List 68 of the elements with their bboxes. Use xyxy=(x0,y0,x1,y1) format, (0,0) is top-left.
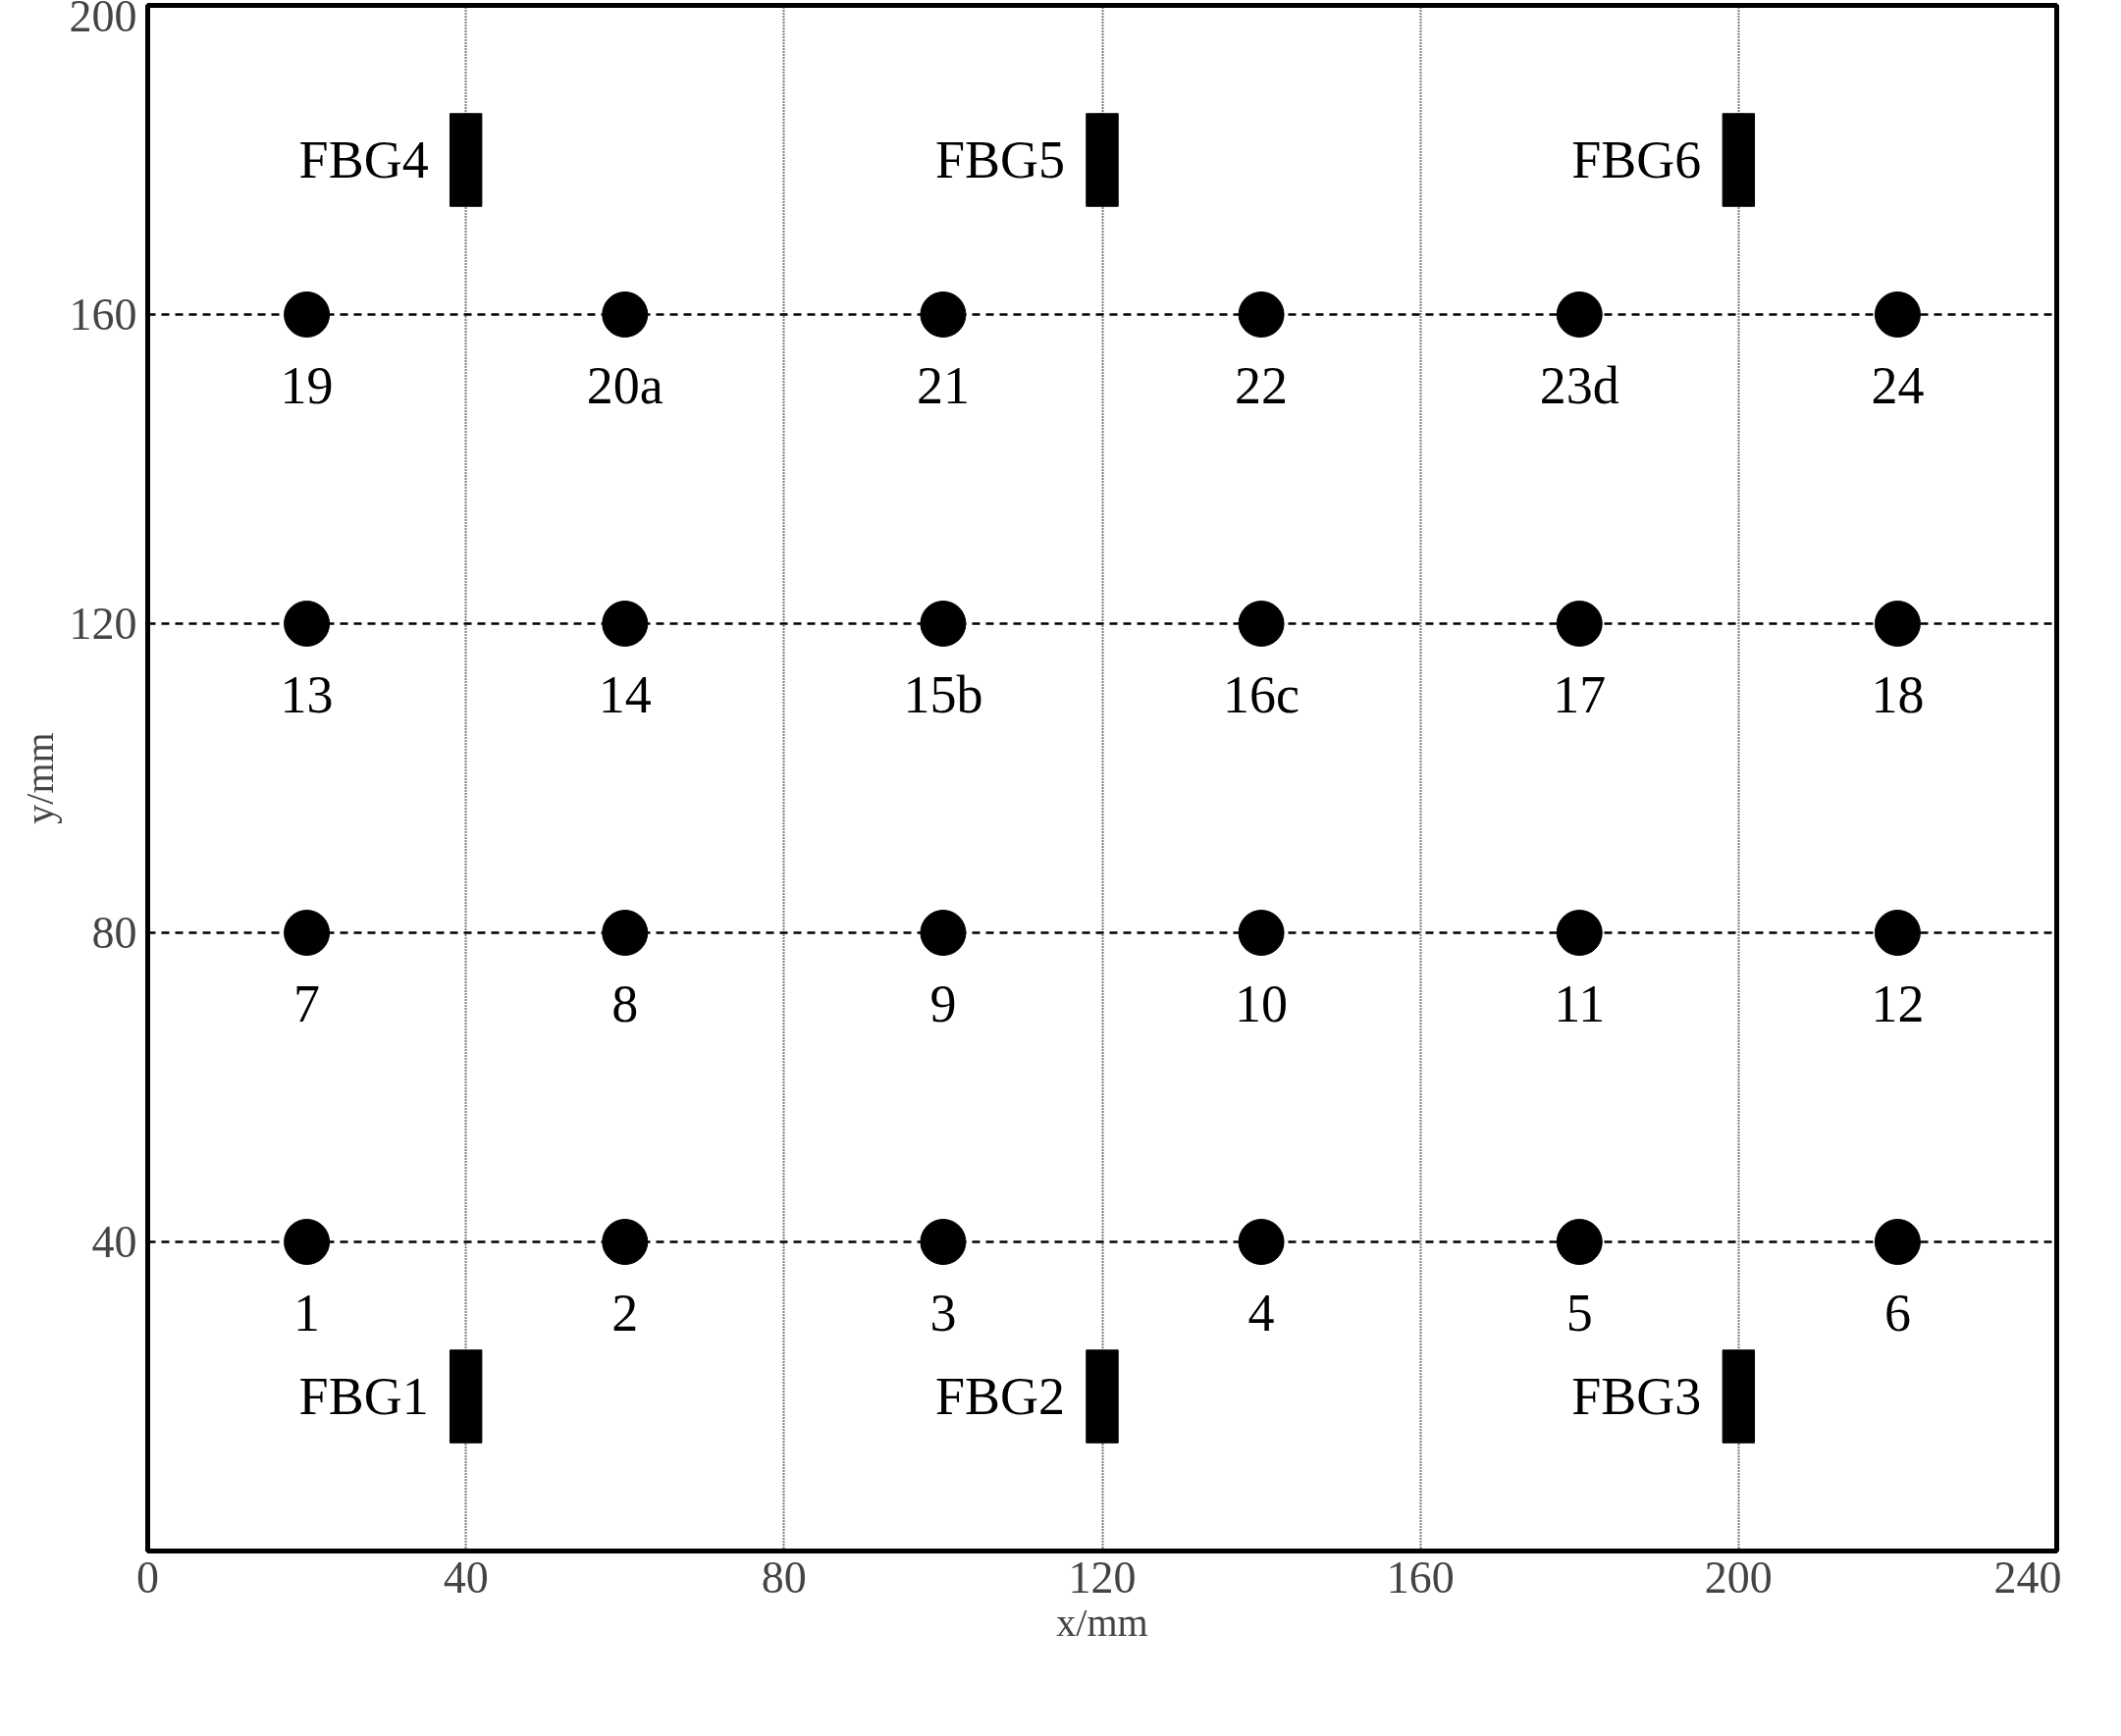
annotation: 5 xyxy=(1565,1283,1593,1342)
x-tick-label: 200 xyxy=(1704,1552,1773,1603)
point xyxy=(1556,291,1603,338)
annotation: 17 xyxy=(1553,664,1607,724)
annotation: 22 xyxy=(1235,355,1289,415)
x-tick-label: 0 xyxy=(136,1552,159,1603)
x-tick-label: 40 xyxy=(443,1552,489,1603)
x-tick-label: 80 xyxy=(761,1552,807,1603)
point xyxy=(1874,1219,1921,1265)
annotation: 7 xyxy=(293,973,321,1033)
annotation: 8 xyxy=(611,973,639,1033)
x-tick-label: 120 xyxy=(1068,1552,1137,1603)
annotation: 10 xyxy=(1235,973,1289,1033)
annotation: 21 xyxy=(916,355,970,415)
annotation: 19 xyxy=(280,355,334,415)
annotation: 4 xyxy=(1247,1283,1275,1342)
point xyxy=(284,291,331,338)
x-tick-label: 160 xyxy=(1386,1552,1455,1603)
annotation: 16c xyxy=(1223,664,1300,724)
annotation: FBG1 xyxy=(298,1367,429,1426)
point xyxy=(1238,1219,1285,1265)
point xyxy=(1238,910,1285,956)
point xyxy=(1556,601,1603,647)
point xyxy=(602,601,649,647)
point xyxy=(284,1219,331,1265)
annotation: 2 xyxy=(611,1283,639,1342)
y-axis-title: y/mm xyxy=(17,732,62,824)
point xyxy=(1874,601,1921,647)
point xyxy=(284,601,331,647)
x-axis-title: x/mm xyxy=(1056,1600,1148,1645)
point xyxy=(920,291,967,338)
point xyxy=(1556,910,1603,956)
y-tick-label: 80 xyxy=(91,908,137,958)
y-tick-label: 120 xyxy=(69,599,137,649)
point xyxy=(602,910,649,956)
annotation: 3 xyxy=(929,1283,957,1342)
annotation: 11 xyxy=(1554,973,1606,1033)
point xyxy=(1238,601,1285,647)
annotation: 23d xyxy=(1539,355,1619,415)
annotation: FBG3 xyxy=(1571,1367,1702,1426)
point xyxy=(1874,910,1921,956)
annotation: 13 xyxy=(280,664,334,724)
y-tick-label: 160 xyxy=(69,289,137,340)
annotation: 24 xyxy=(1871,355,1925,415)
x-tick-label: 240 xyxy=(1993,1552,2062,1603)
point xyxy=(284,910,331,956)
annotation: 18 xyxy=(1871,664,1925,724)
point xyxy=(1874,291,1921,338)
point xyxy=(602,291,649,338)
y-tick-label: 200 xyxy=(69,0,137,41)
point xyxy=(1556,1219,1603,1265)
annotation: 1 xyxy=(293,1283,321,1342)
annotation: 14 xyxy=(598,664,652,724)
annotation: FBG4 xyxy=(298,131,429,189)
y-tick-label: 40 xyxy=(91,1217,137,1267)
annotation: 20a xyxy=(586,355,663,415)
annotation: 9 xyxy=(929,973,957,1033)
annotation: FBG6 xyxy=(1571,131,1702,189)
annotation: 6 xyxy=(1883,1283,1911,1342)
point xyxy=(1238,291,1285,338)
annotation: FBG5 xyxy=(934,131,1065,189)
point xyxy=(920,1219,967,1265)
point xyxy=(602,1219,649,1265)
annotation: FBG2 xyxy=(934,1367,1065,1426)
point xyxy=(920,601,967,647)
annotation: 12 xyxy=(1871,973,1925,1033)
point xyxy=(920,910,967,956)
annotation: 15b xyxy=(903,664,983,724)
